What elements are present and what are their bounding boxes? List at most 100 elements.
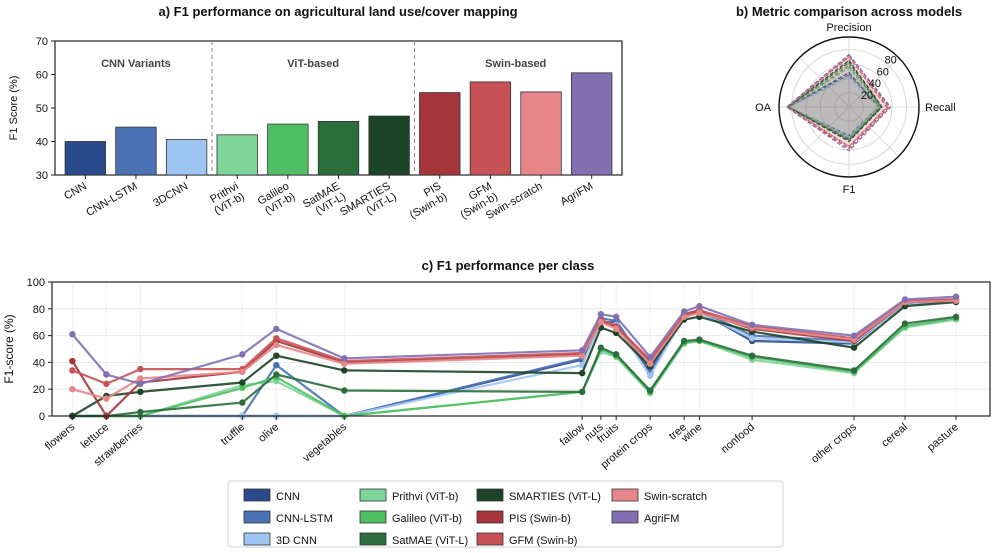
panel-c-frame	[51, 281, 991, 417]
x-tick-label: SMARTIES(ViT-L)	[338, 180, 399, 229]
x-tick-label: nonfood	[719, 421, 757, 456]
series-point	[239, 368, 246, 375]
bar	[267, 123, 309, 176]
y-tick-label: 40	[33, 357, 45, 369]
legend-label: 3D CNN	[276, 535, 317, 547]
x-tick-label: Prithvi(ViT-b)	[206, 180, 246, 217]
y-tick-label: 50	[36, 103, 48, 115]
radar-r-tick-label: 60	[877, 66, 889, 78]
series-point	[69, 386, 76, 393]
series-point	[239, 399, 246, 406]
series-line	[72, 315, 957, 418]
legend-label: GFM (Swin-b)	[509, 535, 577, 547]
x-tick-label: AgriFM	[558, 180, 595, 208]
radar-series-polygon	[787, 64, 882, 141]
x-tick-label: Galileo(ViT-b)	[256, 180, 298, 218]
panel-b-radar-chart: b) Metric comparison across models 20406…	[736, 4, 962, 196]
series-point	[696, 302, 703, 310]
series-point	[239, 379, 246, 386]
bar	[115, 126, 157, 176]
series-point	[69, 367, 76, 374]
group-label: ViT-based	[287, 58, 339, 70]
legend-label: AgriFM	[644, 513, 679, 525]
panel-c-line-chart: c) F1 performance per class F1-score (%)…	[2, 258, 991, 471]
legend-swatch	[611, 488, 639, 502]
y-tick-label: 70	[36, 36, 48, 48]
series-line	[72, 317, 957, 418]
series-point	[597, 310, 605, 318]
series-point	[612, 351, 620, 358]
radar-r-tick-label: 20	[861, 90, 873, 102]
series-point	[578, 388, 586, 396]
series-point	[273, 325, 280, 333]
radar-series-polygon	[785, 53, 892, 152]
series-point	[680, 308, 688, 315]
series-point	[952, 293, 960, 300]
series-point	[612, 325, 620, 333]
x-tick-label: other crops	[809, 421, 859, 466]
radar-axis-label: Precision	[826, 22, 871, 34]
x-tick-label: CNN-LSTM	[84, 180, 139, 219]
series-point	[341, 367, 348, 374]
panel-c-ylabel: F1-score (%)	[2, 314, 16, 383]
legend-label: SatMAE (ViT-L)	[392, 535, 468, 547]
series-point	[239, 384, 246, 392]
series-point	[273, 335, 280, 342]
radar-axis-label: Recall	[925, 102, 956, 114]
y-tick-label: 80	[33, 304, 45, 316]
series-point	[578, 347, 586, 354]
panel-a-bar-chart: a) F1 performance on agricultural land u…	[8, 4, 623, 229]
series-point	[952, 313, 960, 321]
legend-label: SMARTIES (ViT-L)	[509, 491, 601, 503]
bar	[368, 115, 410, 176]
x-tick-label: cereal	[879, 421, 910, 449]
series-point	[901, 296, 909, 303]
series-point	[137, 365, 144, 373]
radar-series-polygon	[787, 73, 882, 140]
series-point	[696, 309, 703, 317]
radar-spoke	[799, 57, 850, 108]
radar-series-polygon	[786, 59, 883, 143]
series-point	[69, 331, 76, 338]
radar-outline	[778, 36, 920, 178]
group-label: Swin-based	[485, 58, 546, 70]
radar-series-polygon	[786, 55, 889, 148]
series-point	[239, 351, 246, 358]
series-line	[71, 295, 957, 385]
legend-swatch	[243, 488, 271, 502]
series-point	[137, 380, 144, 388]
series-point	[850, 332, 858, 339]
x-tick-label: pasture	[925, 421, 961, 454]
series-point	[341, 360, 348, 367]
series-point	[646, 353, 654, 361]
bar	[520, 91, 562, 176]
bar	[64, 141, 106, 176]
y-tick-label: 60	[36, 70, 48, 82]
bar	[317, 121, 360, 176]
bar	[165, 139, 208, 176]
series-point	[597, 344, 605, 351]
legend-swatch	[476, 532, 504, 546]
bar	[469, 81, 512, 176]
radar-spoke	[848, 57, 899, 108]
bar	[419, 92, 461, 176]
series-line	[71, 299, 957, 418]
group-label: CNN Variants	[101, 58, 171, 70]
radar-r-tick-label: 80	[885, 54, 897, 66]
panel-b-title: b) Metric comparison across models	[736, 4, 962, 19]
series-point	[103, 380, 110, 388]
y-tick-label: 0	[39, 411, 45, 423]
legend-swatch	[359, 488, 387, 502]
x-tick-label: truffle	[219, 421, 248, 448]
panel-a-ylabel: F1 Score (%)	[8, 76, 20, 141]
x-tick-label: vegetables	[301, 421, 350, 465]
series-point	[273, 361, 280, 369]
series-point	[646, 372, 654, 379]
bar	[571, 72, 613, 176]
x-tick-label: flowers	[43, 421, 78, 453]
series-point	[137, 388, 144, 396]
series-point	[748, 335, 756, 342]
panel-a-title: a) F1 performance on agricultural land u…	[158, 4, 517, 19]
radar-axis-label: OA	[755, 102, 772, 114]
